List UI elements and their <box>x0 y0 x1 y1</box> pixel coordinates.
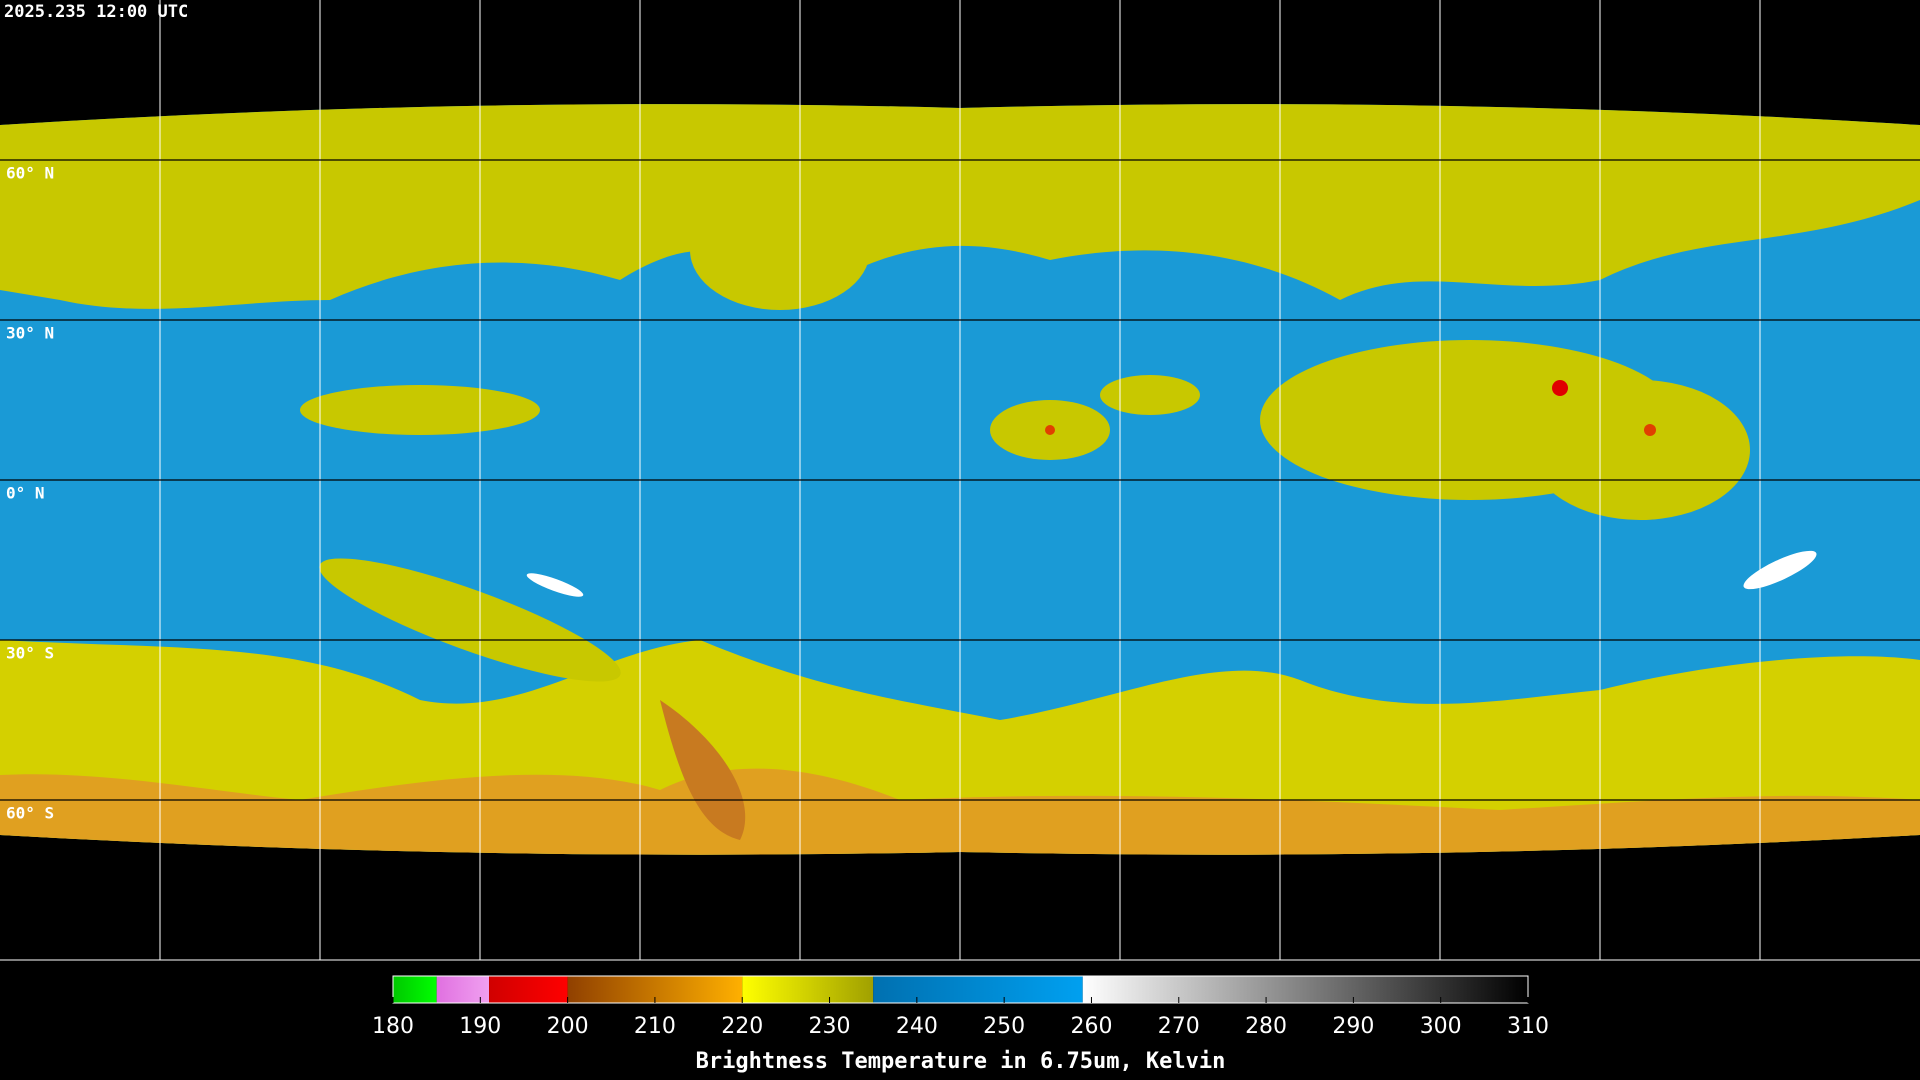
convection-pacific-east <box>300 385 540 435</box>
latitude-label: 30° S <box>6 644 54 663</box>
timestamp: 2025.235 12:00 UTC <box>4 2 188 22</box>
colorbar-segment <box>436 976 490 1003</box>
colorbar-tick-label: 240 <box>896 1014 938 1039</box>
colorbar-tick-label: 200 <box>547 1014 589 1039</box>
colorbar-segment <box>742 976 874 1003</box>
colorbar-tick-label: 290 <box>1332 1014 1374 1039</box>
graticule: 60° N 30° N 0° N 30° S 60° S <box>0 0 1920 961</box>
latitude-label: 60° S <box>6 804 54 823</box>
colorbar-tick-label: 180 <box>372 1014 414 1039</box>
colorbar-tick-label: 250 <box>983 1014 1025 1039</box>
latitude-label: 60° N <box>6 164 54 183</box>
storm-core <box>1644 424 1656 436</box>
colorbar-tick-label: 210 <box>634 1014 676 1039</box>
colorbar-tick-label: 190 <box>459 1014 501 1039</box>
moist-plume <box>319 558 621 682</box>
colorbar-tick-label: 230 <box>809 1014 851 1039</box>
colorbar-tick-label: 310 <box>1507 1014 1549 1039</box>
colorbar-segment <box>873 976 1083 1003</box>
dry-spot <box>1743 550 1817 590</box>
storm-core <box>1552 380 1568 396</box>
convection-africa <box>1100 375 1200 415</box>
colorbar-segment <box>1082 976 1528 1003</box>
colorbar-frame <box>392 975 1529 1004</box>
convection-pacific <box>1530 380 1750 520</box>
colorbar: 180 190 200 210 220 230 240 250 260 270 280 290 300 3… <box>372 975 1549 1074</box>
latitude-label: 30° N <box>6 324 54 343</box>
colorbar-segment <box>393 976 437 1003</box>
latitude-label: 0° N <box>6 484 45 503</box>
atlantic-low <box>690 190 870 310</box>
dry-spot <box>526 573 584 597</box>
storm-core <box>1045 425 1055 435</box>
colorbar-tick-label: 220 <box>721 1014 763 1039</box>
colorbar-segment <box>489 976 568 1003</box>
colorbar-tick-label: 300 <box>1420 1014 1462 1039</box>
colorbar-tick-label: 260 <box>1070 1014 1112 1039</box>
cold-area <box>660 700 746 840</box>
colorbar-tick-label: 270 <box>1158 1014 1200 1039</box>
colorbar-tick-label: 280 <box>1245 1014 1287 1039</box>
colorbar-title: Brightness Temperature in 6.75um, Kelvin <box>696 1049 1226 1074</box>
